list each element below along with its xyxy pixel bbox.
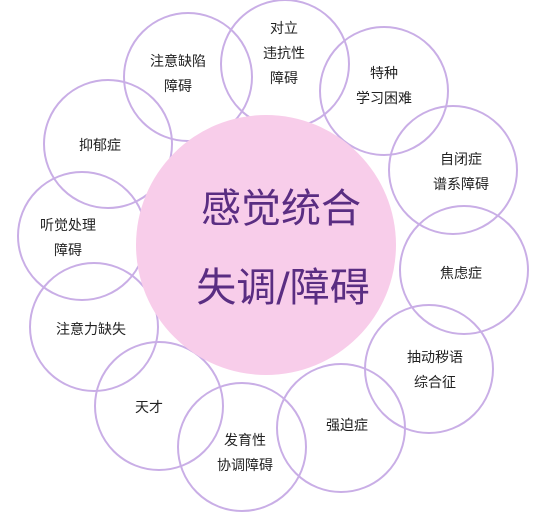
node-label-attention-deficit-disorder-line2: 障碍 [164, 79, 192, 95]
outer-circle-ocd [276, 363, 406, 493]
node-label-ocd-line1: 强迫症 [326, 418, 368, 434]
node-label-auditory-processing-line1: 听觉处理 [40, 218, 96, 234]
node-label-tourette-line2: 综合征 [414, 375, 456, 391]
node-label-anxiety-line1: 焦虑症 [440, 266, 482, 282]
outer-circle-gifted [94, 341, 224, 471]
node-label-gifted-line1: 天才 [135, 400, 163, 416]
outer-circle-depression [43, 79, 173, 209]
center-title-line2: 失调/障碍 [196, 265, 369, 311]
outer-circle-autism-spectrum [388, 105, 518, 235]
outer-circle-oppositional-defiant [220, 0, 350, 129]
node-label-specific-learning-line2: 学习困难 [356, 91, 412, 107]
outer-circle-auditory-processing [17, 171, 147, 301]
node-label-developmental-coordination-line2: 协调障碍 [217, 458, 273, 474]
node-label-auditory-processing-line2: 障碍 [54, 243, 82, 259]
outer-circle-developmental-coordination [177, 382, 307, 512]
center-title-line1: 感觉统合 [201, 186, 361, 232]
node-label-oppositional-defiant-line2: 违抗性 [263, 46, 305, 62]
node-label-autism-spectrum-line1: 自闭症 [440, 152, 482, 168]
outer-circle-attention-deficit [29, 262, 159, 392]
node-label-autism-spectrum-line2: 谱系障碍 [433, 177, 489, 193]
center-circle [136, 115, 396, 375]
node-label-attention-deficit-line1: 注意力缺失 [56, 321, 126, 338]
outer-circle-anxiety [399, 205, 529, 335]
outer-circles [17, 0, 529, 512]
node-label-specific-learning-line1: 特种 [370, 66, 398, 82]
node-label-developmental-coordination-line1: 发育性 [224, 433, 266, 449]
node-label-oppositional-defiant-line3: 障碍 [270, 71, 298, 87]
node-label-tourette-line1: 抽动秽语 [407, 350, 463, 366]
node-label-attention-deficit-disorder-line1: 注意缺陷 [150, 53, 206, 70]
outer-circle-specific-learning [319, 26, 449, 156]
node-label-oppositional-defiant-line1: 对立 [270, 21, 298, 37]
node-label-depression-line1: 抑郁症 [79, 138, 121, 154]
